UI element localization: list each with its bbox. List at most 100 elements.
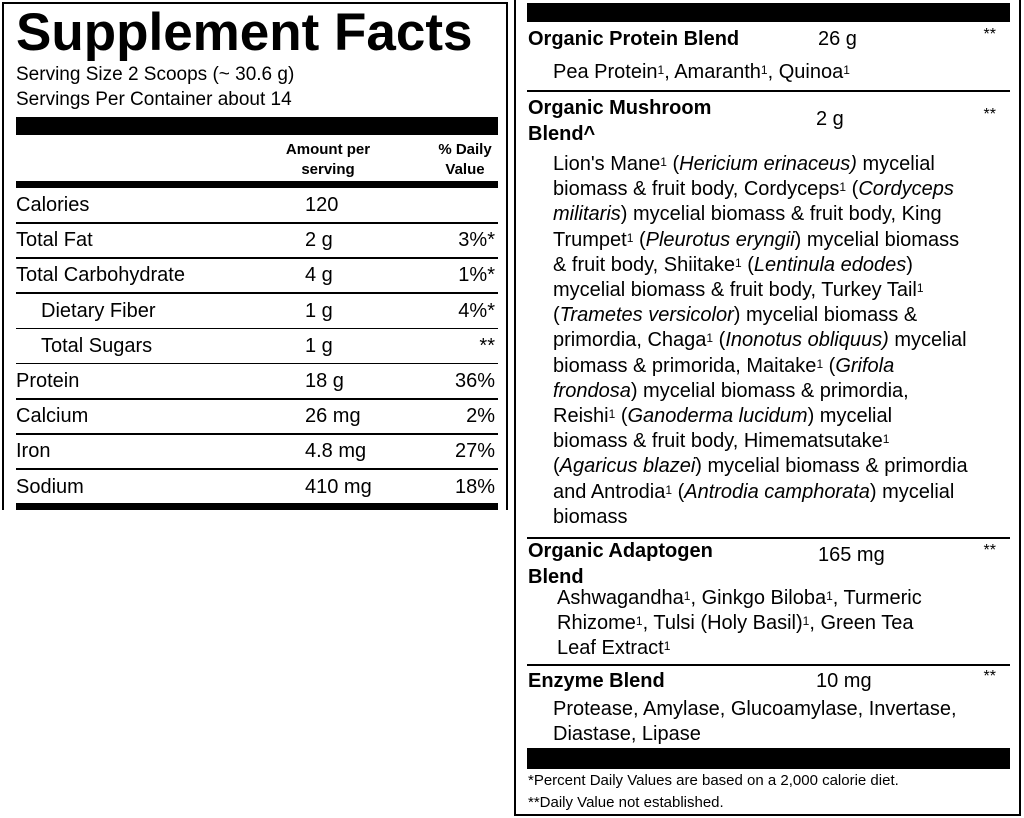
ingredient-text: ) mycelial [869, 480, 955, 503]
ingredient-text: Lentinula edodes [753, 253, 907, 276]
ingredient-text: ( [846, 178, 859, 201]
ingredient-text: biomass & fruit body, Cordyceps [553, 178, 840, 201]
ingredient-line: Reishi1 (Ganoderma lucidum) mycelial [553, 404, 892, 428]
row-divider [16, 362, 498, 365]
ingredient-text: , Amaranth [664, 61, 761, 83]
ingredient-line: mycelial biomass & fruit body, Turkey Ta… [553, 278, 924, 302]
ingredient-line: frondosa) mycelial biomass & primordia, [553, 379, 909, 403]
footnote-marker: 1 [816, 356, 824, 371]
ingredient-line: Trumpet1 (Pleurotus eryngii) mycelial bi… [553, 228, 959, 252]
ingredient-text: , Green Tea [809, 612, 914, 635]
ingredient-text: Pleurotus eryngii [645, 228, 795, 251]
ingredient-text: Reishi [553, 405, 609, 427]
ingredient-text: ( [672, 480, 685, 503]
ingredient-text: ( [823, 354, 836, 377]
ingredient-line: Protease, Amylase, Glucoamylase, Inverta… [553, 697, 957, 721]
footnote-marker: 1 [608, 407, 616, 421]
amount-header-line: serving [301, 161, 355, 178]
ingredient-line: Pea Protein1, Amaranth1, Quinoa1 [553, 60, 850, 84]
ingredient-text: Ashwagandha [557, 587, 684, 609]
ingredient-text: biomass [553, 505, 628, 528]
ingredient-text: Antrodia camphorata [684, 480, 870, 503]
nutrient-name: Calcium [16, 405, 89, 428]
ingredient-text: ( [553, 455, 560, 478]
ingredient-text: ) mycelial biomass & [733, 304, 918, 327]
row-divider [16, 257, 498, 259]
ingredient-text: , Quinoa [767, 61, 844, 83]
dv-header-line: % Daily [438, 141, 492, 158]
footnote-marker: 1 [882, 432, 890, 447]
ingredient-line: Rhizome1, Tulsi (Holy Basil)1, Green Tea [557, 611, 913, 635]
ingredient-text: Leaf Extract [557, 637, 664, 660]
row-divider [16, 468, 498, 470]
nutrient-amount: 410 mg [305, 475, 372, 498]
blend-name: Blend [528, 566, 584, 588]
ingredient-text: mycelial [856, 153, 935, 175]
nutrient-amount: 4 g [305, 264, 333, 287]
blend-amount: 10 mg [816, 670, 872, 692]
row-divider [527, 537, 1010, 539]
nutrient-daily-value: 18% [454, 475, 495, 498]
footnote-marker: 1 [660, 155, 667, 169]
footnote: *Percent Daily Values are based on a 2,0… [528, 772, 899, 789]
amount-header: Amount per serving [278, 140, 378, 180]
ingredient-text: , Tulsi (Holy Basil) [642, 612, 803, 635]
footnote-marker: 1 [839, 180, 847, 195]
blend-amount: 165 mg [818, 544, 885, 566]
ingredient-text: Trumpet [553, 228, 627, 251]
ingredient-line: primordia, Chaga1 (Inonotus obliquus) my… [553, 328, 967, 352]
blend-daily-value: ** [983, 26, 996, 43]
nutrient-daily-value: 27% [454, 440, 495, 463]
ingredient-text: Ganoderma lucidum [627, 405, 808, 427]
ingredient-text: ) mycelial biomass & fruit body, King [620, 203, 942, 226]
divider-bar [527, 748, 1010, 769]
ingredient-text: Cordyceps [858, 178, 954, 201]
blend-name: Organic Mushroom [528, 97, 712, 119]
ingredient-text: biomass & fruit body, Himematsutake [553, 430, 883, 453]
ingredient-text: ( [615, 405, 628, 427]
nutrient-name: Sodium [16, 475, 84, 498]
ingredient-text: ) [906, 253, 913, 276]
ingredient-text: Lion's Mane [553, 153, 661, 175]
blend-daily-value: ** [983, 542, 996, 559]
footnote-marker: 1 [683, 589, 691, 603]
ingredient-text: primordia, Chaga [553, 329, 707, 352]
footnote-marker: 1 [916, 281, 924, 295]
ingredient-text: ) mycelial [807, 405, 893, 427]
ingredient-text: and Antrodia [553, 480, 666, 503]
ingredient-text: Agaricus blazei [559, 455, 696, 478]
nutrient-name: Protein [16, 370, 80, 392]
serving-size: Serving Size 2 Scoops (~ 30.6 g) [16, 64, 295, 85]
ingredient-text: ) mycelial biomass [794, 228, 960, 251]
ingredient-text: Grifola [835, 354, 895, 377]
nutrient-amount: 18 g [305, 370, 344, 392]
ingredient-text: ( [741, 253, 754, 276]
footnote-marker: 1 [826, 589, 833, 603]
blend-name: Blend^ [528, 123, 596, 145]
ingredient-line: Lion's Mane1 (Hericium erinaceus) myceli… [553, 152, 935, 176]
ingredient-text: mycelial [888, 329, 967, 352]
ingredient-line: Leaf Extract1 [557, 636, 670, 660]
ingredient-line: militaris) mycelial biomass & fruit body… [553, 202, 942, 226]
nutrient-name: Total Fat [16, 229, 93, 252]
blend-name: Enzyme Blend [528, 670, 665, 692]
dv-header-line: Value [445, 161, 485, 178]
footnote-marker: 1 [706, 331, 714, 346]
nutrient-amount: 1 g [305, 334, 333, 357]
footnote-marker: 1 [626, 230, 634, 245]
ingredient-text: ( [713, 329, 726, 352]
nutrient-amount: 120 [305, 194, 339, 216]
row-divider [527, 664, 1010, 666]
footnote-marker: 1 [802, 614, 810, 629]
nutrient-daily-value: 2% [466, 405, 495, 428]
row-divider [527, 90, 1010, 92]
ingredient-text: biomass & primorida, Maitake [553, 354, 817, 377]
blend-name: Organic Protein Blend [528, 28, 740, 50]
nutrient-name: Calories [16, 194, 90, 216]
supplement-facts-left-panel [2, 2, 508, 510]
servings-per-container: Servings Per Container about 14 [16, 89, 292, 110]
ingredient-text: Rhizome [557, 612, 636, 635]
ingredient-line: Diastase, Lipase [553, 722, 701, 746]
nutrient-daily-value: 1%* [458, 264, 495, 287]
ingredient-line: biomass & primorida, Maitake1 (Grifola [553, 354, 894, 378]
